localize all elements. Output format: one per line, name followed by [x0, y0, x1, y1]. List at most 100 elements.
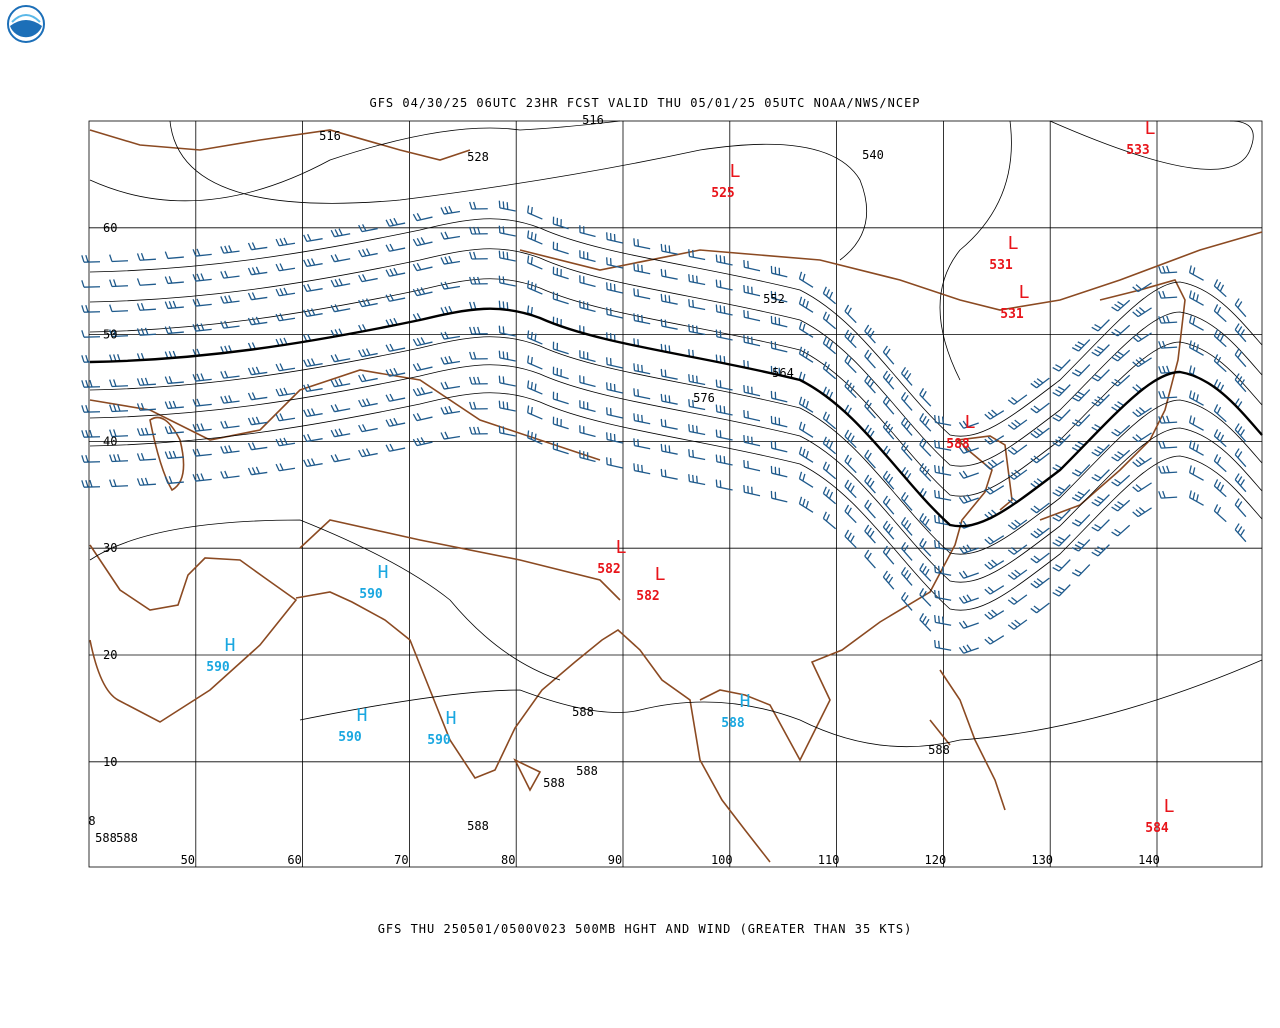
lat-label: 30 — [103, 541, 117, 555]
graticule — [88, 120, 1263, 868]
wind-barb — [164, 400, 184, 410]
wind-barb — [919, 413, 932, 432]
contour-label: 588 — [543, 776, 565, 790]
wind-barb — [358, 398, 378, 408]
wind-barb — [798, 471, 814, 488]
wind-barb — [934, 490, 952, 501]
wind-barb — [1071, 489, 1091, 502]
wind-barb — [81, 379, 101, 388]
wind-barb — [358, 274, 378, 283]
wind-barb — [412, 437, 433, 447]
center-value: 590 — [427, 733, 451, 748]
wind-barb — [527, 230, 543, 245]
lon-label: 50 — [181, 853, 195, 867]
wind-barb — [552, 241, 569, 255]
wind-barb — [864, 549, 876, 569]
center-value: 582 — [636, 589, 659, 604]
wind-barb — [1213, 454, 1227, 473]
wind-barb — [440, 281, 461, 290]
wind-barb — [192, 448, 212, 457]
wind-barb — [1030, 577, 1050, 589]
wind-barb — [606, 357, 623, 369]
pressure-center: L — [1019, 282, 1030, 303]
contour-label: 576 — [693, 391, 715, 405]
wind-barb — [527, 255, 543, 270]
wind-barb — [81, 304, 101, 313]
wind-barb — [330, 454, 351, 463]
wind-barb — [1213, 429, 1227, 448]
wind-barb — [385, 343, 406, 352]
wind-barb — [919, 513, 932, 532]
wind-barb — [469, 401, 488, 410]
wind-barb — [770, 415, 788, 428]
wind-barb — [1052, 484, 1071, 497]
wind-barb — [552, 391, 569, 405]
wind-barb — [743, 259, 761, 272]
wind-barb — [220, 470, 240, 479]
wind-barb — [1188, 415, 1204, 431]
wind-barb — [1052, 434, 1071, 447]
wind-barb — [247, 416, 268, 426]
wind-barb — [469, 351, 488, 360]
wind-barb — [770, 490, 788, 503]
wind-barb — [822, 486, 837, 505]
wind-barb — [1030, 602, 1050, 614]
wind-barb — [469, 276, 488, 285]
wind-barb — [498, 375, 516, 387]
wind-barb — [81, 254, 101, 263]
wind-barb — [220, 320, 240, 329]
wind-barb — [660, 468, 678, 480]
wind-barb — [715, 479, 733, 491]
lat-label: 60 — [103, 221, 117, 235]
wind-barb — [440, 355, 461, 365]
wind-barb — [958, 444, 979, 454]
wind-barb — [958, 620, 979, 629]
wind-barb — [1111, 474, 1131, 487]
lon-label: 110 — [818, 853, 840, 867]
wind-barb — [498, 225, 516, 237]
wind-barb — [606, 382, 623, 394]
wind-barb — [1158, 465, 1178, 474]
wind-barb — [844, 429, 857, 449]
wind-barb — [934, 415, 952, 426]
wind-barb — [136, 252, 156, 261]
wind-barb — [864, 449, 876, 469]
wind-barb — [164, 450, 184, 460]
wind-barb — [247, 392, 268, 401]
wind-barb — [358, 448, 378, 458]
wind-barb — [136, 402, 156, 411]
wind-barb — [412, 337, 433, 347]
wind-barb — [633, 438, 651, 450]
wind-barb — [660, 318, 678, 330]
wind-barb — [358, 298, 378, 308]
wind-barb — [900, 516, 913, 536]
contour-label: 516 — [319, 129, 341, 143]
wind-barb — [552, 341, 569, 355]
wind-barb — [412, 237, 433, 247]
wind-barb — [688, 449, 706, 461]
wind-barb — [247, 242, 268, 251]
wind-barb — [330, 354, 351, 363]
wind-barb — [1071, 464, 1091, 477]
wind-barb — [527, 205, 543, 220]
wind-barb — [958, 544, 979, 554]
wind-barb — [1234, 473, 1247, 493]
wind-barb — [1071, 564, 1091, 577]
wind-barb — [552, 416, 569, 430]
center-value: 531 — [989, 258, 1013, 273]
wind-barb — [743, 309, 761, 322]
wind-barb — [247, 466, 268, 476]
wind-barb — [275, 313, 296, 322]
lat-label: 20 — [103, 648, 117, 662]
wind-barb — [934, 465, 952, 476]
height-contour — [89, 364, 1263, 583]
center-value: 525 — [711, 186, 734, 201]
height-contour — [89, 218, 1263, 437]
wind-barb — [1030, 427, 1050, 439]
wind-barb — [303, 358, 323, 368]
wind-barb — [1132, 282, 1152, 293]
wind-barb — [633, 313, 651, 325]
wind-barb — [822, 286, 837, 305]
wind-barb — [606, 407, 623, 419]
wind-barb — [1111, 499, 1131, 512]
